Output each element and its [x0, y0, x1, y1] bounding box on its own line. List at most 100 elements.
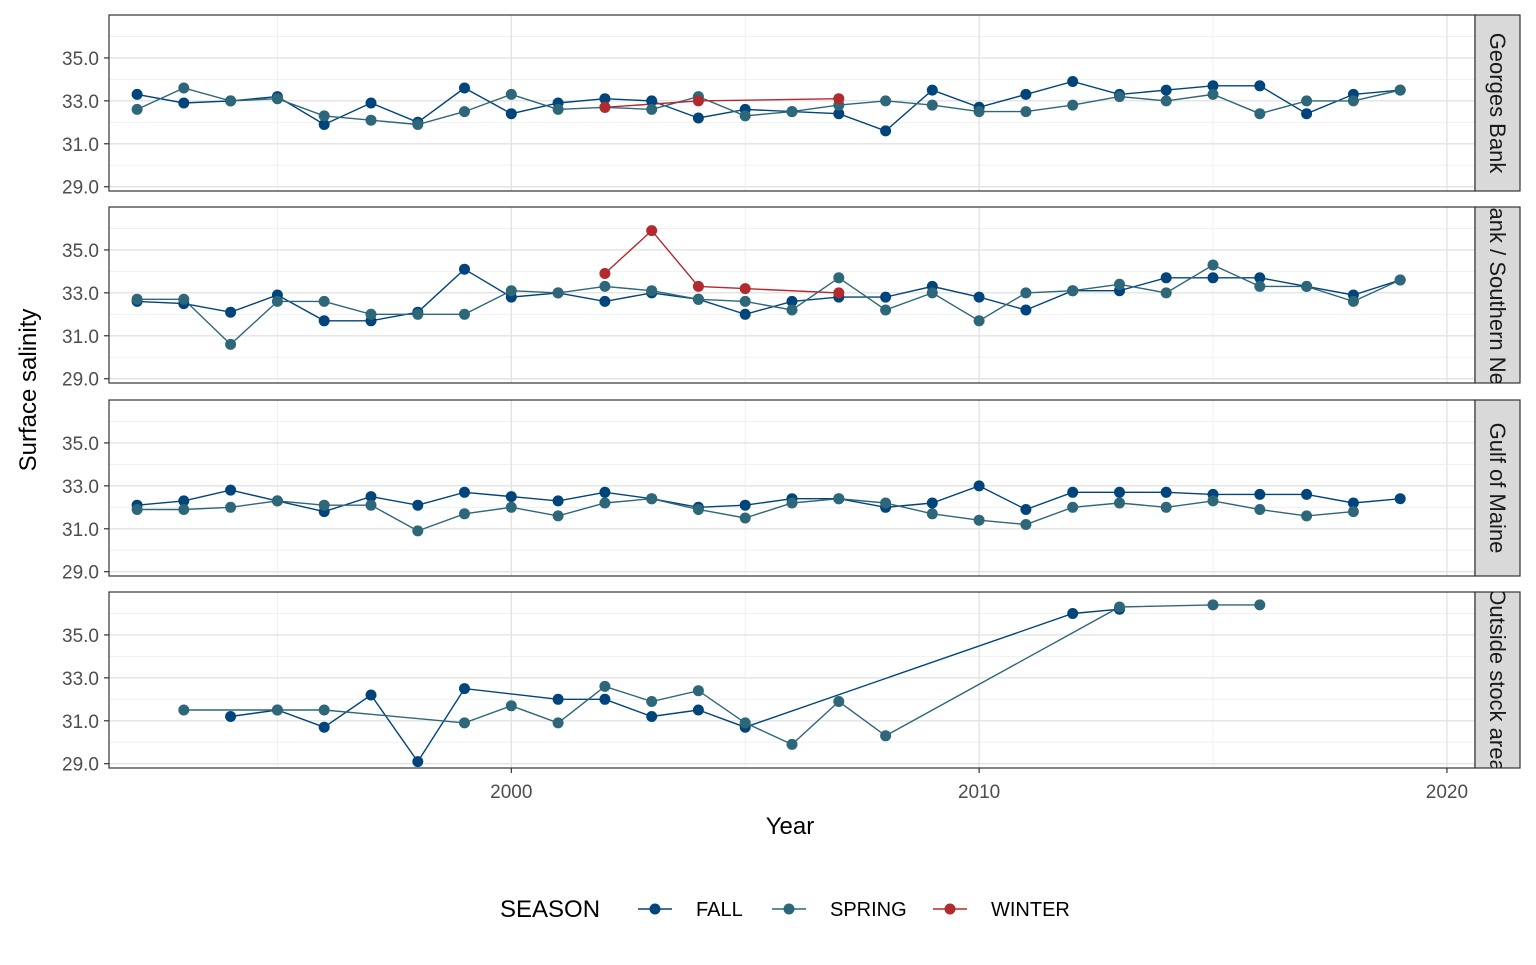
data-point-fall: [552, 693, 564, 705]
data-point-fall: [412, 756, 424, 768]
data-point-winter: [692, 280, 704, 292]
data-point-fall: [646, 95, 658, 107]
y-tick-label: 33.0: [62, 669, 99, 690]
data-point-fall: [1160, 84, 1172, 96]
data-point-spring: [459, 508, 470, 520]
series-line-fall: [137, 268, 1401, 322]
data-point-fall: [1020, 304, 1032, 316]
series-line-spring: [137, 264, 1401, 346]
data-point-spring: [1347, 95, 1359, 107]
data-point-fall: [318, 315, 330, 327]
data-point-spring: [552, 717, 564, 729]
data-point-spring: [926, 287, 938, 299]
data-point-spring: [1301, 510, 1313, 522]
data-point-fall: [225, 711, 237, 722]
legend-entry-spring: SPRING: [772, 899, 907, 921]
series-line-fall: [137, 485, 1401, 513]
data-point-winter: [599, 268, 611, 279]
data-point-fall: [459, 82, 470, 94]
data-point-fall: [1301, 488, 1313, 500]
data-point-spring: [926, 99, 938, 111]
data-point-spring: [1207, 495, 1219, 507]
y-tick-label: 35.0: [62, 49, 99, 70]
legend-label: SPRING: [830, 899, 907, 921]
panels-layer: 29.0 31.0 33.0 35.0 Georges Bank 29.0 31.0 33.0…: [62, 14, 1521, 776]
data-point-spring: [833, 696, 845, 707]
x-tick-label: 2020: [1426, 782, 1468, 803]
axis-layer: 2000 2010 2020: [490, 768, 1468, 803]
data-point-spring: [1301, 280, 1313, 292]
data-point-spring: [1160, 95, 1172, 107]
y-tick-label: 29.0: [62, 755, 99, 776]
data-point-winter: [739, 283, 751, 295]
data-point-fall: [178, 495, 190, 507]
legend-key-point: [944, 903, 956, 915]
series-line-spring: [136, 87, 1401, 126]
data-point-fall: [880, 291, 892, 303]
data-point-spring: [318, 499, 330, 511]
data-point-fall: [926, 497, 938, 509]
data-point-spring: [131, 504, 143, 515]
data-point-fall: [1254, 488, 1266, 500]
y-tick-label: 31.0: [62, 712, 99, 733]
data-point-spring: [505, 88, 517, 100]
data-point-spring: [739, 512, 751, 524]
data-point-spring: [786, 497, 798, 509]
data-point-spring: [1020, 519, 1032, 530]
data-point-spring: [552, 103, 564, 115]
data-point-fall: [505, 108, 517, 120]
data-point-spring: [505, 285, 517, 297]
data-point-spring: [1114, 91, 1125, 103]
data-point-winter: [692, 95, 704, 107]
data-point-spring: [1020, 287, 1032, 299]
data-point-spring: [692, 293, 704, 305]
y-tick-label: 29.0: [62, 563, 99, 584]
data-point-spring: [646, 696, 658, 707]
legend-key-point: [783, 903, 795, 915]
series-line-fall: [136, 80, 1401, 132]
data-point-spring: [131, 103, 143, 115]
data-point-spring: [271, 93, 283, 105]
facet-panel: 29.0 31.0 33.0 35.0 Gulf of Maine: [62, 399, 1521, 584]
data-point-fall: [1254, 80, 1266, 92]
data-point-spring: [225, 95, 237, 107]
data-point-spring: [1160, 501, 1172, 513]
data-point-fall: [786, 295, 798, 307]
strip-background: [1474, 591, 1521, 769]
data-point-fall: [833, 108, 845, 120]
data-point-spring: [1207, 88, 1219, 100]
data-point-spring: [786, 304, 798, 316]
facet-panel: 29.0 31.0 33.0 35.0 Outside stock area: [62, 591, 1521, 776]
data-point-spring: [880, 95, 892, 107]
data-point-winter: [646, 225, 658, 237]
data-point-spring: [692, 685, 704, 697]
data-point-winter: [599, 101, 611, 113]
data-point-spring: [1347, 295, 1359, 307]
data-point-spring: [1394, 274, 1406, 286]
data-point-fall: [1301, 108, 1313, 120]
legend-label: WINTER: [991, 899, 1070, 921]
data-point-spring: [880, 730, 892, 742]
y-tick-label: 33.0: [62, 284, 99, 305]
data-point-spring: [225, 338, 237, 350]
strip-background: [1474, 399, 1521, 577]
data-point-fall: [459, 683, 470, 695]
data-point-spring: [646, 285, 658, 297]
data-point-spring: [1254, 599, 1266, 611]
legend-entry-fall: FALL: [638, 899, 743, 921]
data-point-fall: [459, 263, 470, 275]
data-point-spring: [178, 704, 190, 716]
y-tick-label: 29.0: [62, 178, 99, 199]
y-tick-label: 35.0: [62, 626, 99, 647]
data-point-spring: [318, 295, 330, 307]
data-point-spring: [786, 106, 798, 118]
data-point-fall: [1207, 272, 1219, 284]
data-point-fall: [1160, 486, 1172, 498]
panel-data: [131, 225, 1406, 350]
legend-title: SEASON: [500, 896, 600, 923]
data-point-spring: [365, 499, 377, 511]
strip-background: [1474, 206, 1521, 384]
data-point-fall: [739, 308, 751, 320]
data-point-spring: [646, 493, 658, 505]
data-point-fall: [225, 484, 237, 496]
